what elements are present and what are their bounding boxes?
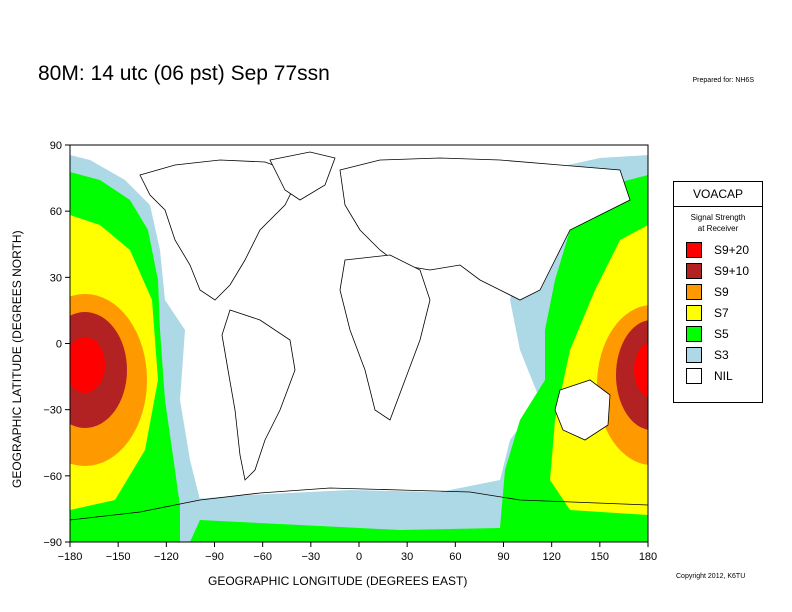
legend-label: NIL bbox=[714, 369, 733, 383]
legend-subtitle-line2: at Receiver bbox=[697, 224, 739, 233]
coverage-s9p10-east bbox=[616, 320, 648, 430]
x-axis-label: GEOGRAPHIC LONGITUDE (DEGREES EAST) bbox=[208, 574, 468, 588]
legend-swatch bbox=[686, 326, 702, 342]
australia bbox=[554, 379, 611, 441]
africa bbox=[339, 254, 431, 421]
x-tick-label: 30 bbox=[401, 551, 413, 563]
x-tick-label: −30 bbox=[301, 551, 320, 563]
antarctica bbox=[70, 487, 648, 542]
legend-label: S3 bbox=[714, 348, 729, 362]
legend-swatch bbox=[686, 368, 702, 384]
y-tick-label: −90 bbox=[43, 537, 62, 549]
x-tick-label: −150 bbox=[106, 551, 131, 563]
chart-title: 80M: 14 utc (06 pst) Sep 77ssn bbox=[38, 62, 330, 85]
x-tick-label: 150 bbox=[591, 551, 609, 563]
south-america bbox=[221, 309, 296, 481]
legend-subtitle-line1: Signal Strength bbox=[690, 213, 746, 222]
legend-label: S9+10 bbox=[714, 264, 750, 278]
legend-label: S7 bbox=[714, 306, 729, 320]
x-tick-label: −180 bbox=[58, 551, 83, 563]
y-tick-label: 90 bbox=[50, 140, 62, 152]
coverage-s9p20-west bbox=[70, 337, 105, 393]
legend-swatch bbox=[686, 242, 702, 258]
x-tick-label: −120 bbox=[154, 551, 179, 563]
legend-swatch bbox=[686, 305, 702, 321]
y-tick-label: 30 bbox=[50, 272, 62, 284]
x-tick-label: 0 bbox=[356, 551, 362, 563]
y-tick-label: −60 bbox=[43, 471, 62, 483]
y-tick-label: −30 bbox=[43, 405, 62, 417]
continent-outlines bbox=[70, 151, 648, 542]
copyright-note: Copyright 2012, K6TU bbox=[676, 573, 746, 580]
x-tick-label: 120 bbox=[542, 551, 560, 563]
coverage-s5-south bbox=[190, 175, 648, 542]
axis-ticks: −180 −150 −120 −90 −60 −30 0 30 60 90 120 150 180 90 6… bbox=[43, 140, 657, 563]
x-tick-label: −90 bbox=[205, 551, 224, 563]
coverage-s9p20-east bbox=[634, 342, 648, 398]
prepared-for-note: Prepared for: NH6S bbox=[692, 77, 754, 84]
x-tick-label: 180 bbox=[639, 551, 657, 563]
y-tick-label: 60 bbox=[50, 206, 62, 218]
x-tick-label: 60 bbox=[449, 551, 461, 563]
x-tick-label: 90 bbox=[497, 551, 509, 563]
x-tick-label: −60 bbox=[253, 551, 272, 563]
legend-swatch bbox=[686, 284, 702, 300]
legend-label: S5 bbox=[714, 327, 729, 341]
legend-label: S9+20 bbox=[714, 243, 750, 257]
y-tick-label: 0 bbox=[56, 339, 62, 351]
legend-swatch bbox=[686, 347, 702, 363]
legend-subtitle: Signal Strength at Receiver bbox=[674, 212, 762, 234]
legend-title: VOACAP bbox=[674, 182, 762, 207]
legend: VOACAP Signal Strength at Receiver S9+20… bbox=[673, 181, 763, 403]
legend-swatch bbox=[686, 263, 702, 279]
north-america bbox=[139, 159, 301, 301]
y-axis-label: GEOGRAPHIC LATITUDE (DEGREES NORTH) bbox=[10, 230, 24, 488]
legend-label: S9 bbox=[714, 285, 729, 299]
greenland bbox=[269, 151, 336, 201]
